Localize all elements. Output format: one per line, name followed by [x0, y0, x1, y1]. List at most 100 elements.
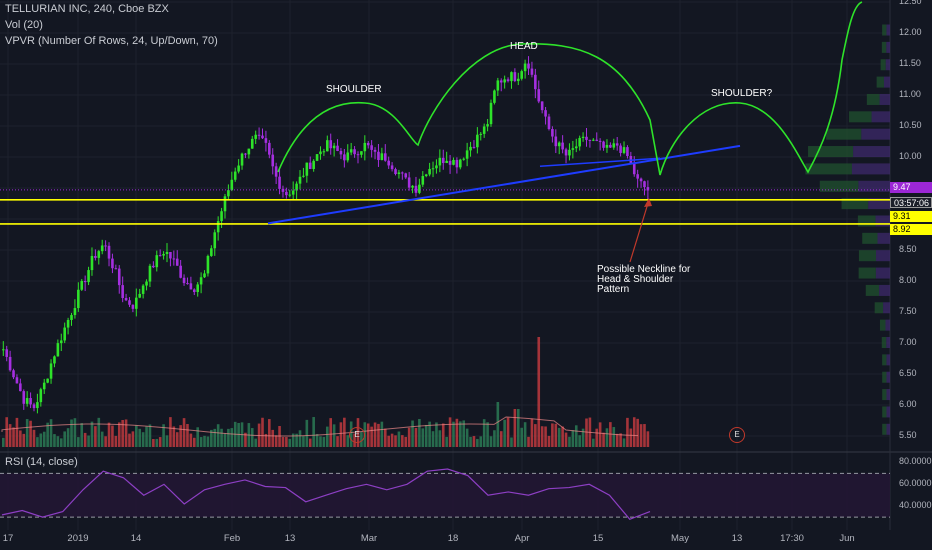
candle-33 — [114, 268, 118, 270]
volume-bar-135 — [462, 420, 466, 447]
candle-181 — [619, 145, 622, 153]
volume-bar-71 — [244, 432, 247, 447]
annotation-note-line3[interactable]: Pattern — [597, 284, 630, 295]
time-tick-5: Mar — [360, 533, 378, 544]
vpvr-legend[interactable]: VPVR (Number Of Rows, 24, Up/Down, 70) — [5, 35, 218, 47]
vol-legend[interactable]: Vol (20) — [5, 19, 43, 31]
candle-43 — [148, 265, 152, 282]
candle-129 — [441, 157, 445, 164]
volume-bar-107 — [366, 423, 370, 447]
volume-bar-34 — [117, 422, 121, 447]
candle-65 — [223, 196, 227, 212]
rsi-legend[interactable]: RSI (14, close) — [5, 456, 78, 468]
volume-bar-136 — [465, 428, 469, 447]
candle-37 — [128, 300, 131, 305]
vpvr-down-17 — [861, 128, 890, 140]
volume-bar-39 — [135, 425, 138, 447]
volume-bar-85 — [291, 433, 295, 447]
candle-73 — [250, 138, 254, 149]
vpvr-up-23 — [882, 24, 887, 36]
candle-145 — [496, 80, 500, 91]
volume-bar-131 — [448, 417, 452, 447]
candle-76 — [261, 135, 264, 139]
volume-bar-84 — [288, 438, 292, 447]
rsi-tick-2: 40.0000 — [899, 500, 932, 511]
volume-bar-0 — [2, 437, 5, 447]
volume-bar-137 — [469, 436, 472, 447]
symbol-legend[interactable]: TELLURIAN INC, 240, Cboe BZX — [5, 3, 169, 15]
volume-bar-99 — [339, 422, 343, 447]
candle-102 — [349, 149, 353, 153]
candle-83 — [285, 191, 288, 196]
volume-bar-16 — [56, 436, 60, 447]
earnings-marker-1[interactable]: E — [349, 427, 365, 443]
volume-bar-79 — [271, 429, 275, 447]
candle-138 — [472, 146, 476, 148]
candle-10 — [36, 402, 39, 409]
candle-27 — [94, 255, 97, 258]
annotation-shoulder-right[interactable]: SHOULDER? — [711, 88, 773, 99]
candle-47 — [162, 253, 165, 256]
volume-bar-18 — [63, 431, 66, 447]
volume-bar-169 — [578, 435, 581, 447]
candle-48 — [165, 252, 169, 254]
volume-bar-161 — [551, 423, 554, 447]
price-tick-13: 6.00 — [899, 399, 917, 409]
price-tick-5: 10.00 — [899, 151, 922, 161]
volume-bar-31 — [107, 422, 111, 447]
volume-bar-150 — [513, 409, 517, 447]
neckline — [267, 144, 741, 225]
volume-bar-160 — [547, 435, 551, 447]
candle-82 — [281, 188, 285, 192]
volume-bar-96 — [329, 418, 333, 447]
volume-bar-112 — [383, 428, 387, 447]
volume-bar-125 — [428, 421, 431, 447]
annotation-shoulder-left[interactable]: SHOULDER — [326, 84, 382, 95]
candle-59 — [203, 273, 206, 278]
candle-106 — [363, 142, 367, 152]
annotation-note-line1[interactable]: Possible Neckline for — [597, 264, 691, 275]
earnings-marker-2[interactable]: E — [729, 427, 745, 443]
candle-143 — [489, 102, 493, 125]
rsi-pane — [0, 468, 890, 520]
candle-152 — [520, 71, 523, 79]
annotation-head[interactable]: HEAD — [510, 41, 538, 52]
candle-158 — [540, 101, 544, 111]
volume-bar-20 — [70, 419, 73, 447]
candle-16 — [56, 343, 60, 357]
volume-bar-128 — [438, 430, 442, 447]
candle-74 — [254, 134, 257, 139]
volume-bar-29 — [100, 431, 104, 447]
vpvr-down-1 — [886, 406, 890, 418]
level-lower-badge: 8.92 — [890, 224, 932, 235]
candle-12 — [42, 382, 46, 390]
candle-56 — [192, 289, 196, 293]
volume-bar-89 — [305, 419, 309, 447]
candle-92 — [315, 154, 319, 161]
volume-bar-40 — [138, 428, 142, 447]
vpvr-down-19 — [879, 93, 890, 105]
volume-bar-180 — [615, 433, 619, 447]
volume-bar-83 — [285, 437, 288, 447]
candle-28 — [97, 251, 101, 258]
annotation-note-line2[interactable]: Head & Shoulder — [597, 274, 674, 285]
volume-bar-146 — [499, 431, 503, 447]
volume-bar-35 — [121, 419, 124, 447]
candle-26 — [90, 255, 94, 271]
price-tick-8: 8.50 — [899, 244, 917, 254]
volume-bar-91 — [312, 417, 315, 447]
candle-95 — [326, 140, 329, 152]
volume-bar-156 — [534, 424, 537, 447]
volume-bar-116 — [397, 431, 401, 447]
volume-bar-115 — [394, 435, 397, 447]
vpvr-up-19 — [866, 93, 880, 105]
price-tick-1: 12.00 — [899, 27, 922, 37]
volume-bar-126 — [431, 431, 435, 447]
volume-bar-51 — [175, 432, 179, 447]
candle-146 — [499, 80, 503, 83]
candle-21 — [73, 308, 77, 316]
candle-116 — [397, 172, 401, 175]
candle-6 — [22, 391, 26, 404]
volume-bar-32 — [111, 425, 114, 447]
